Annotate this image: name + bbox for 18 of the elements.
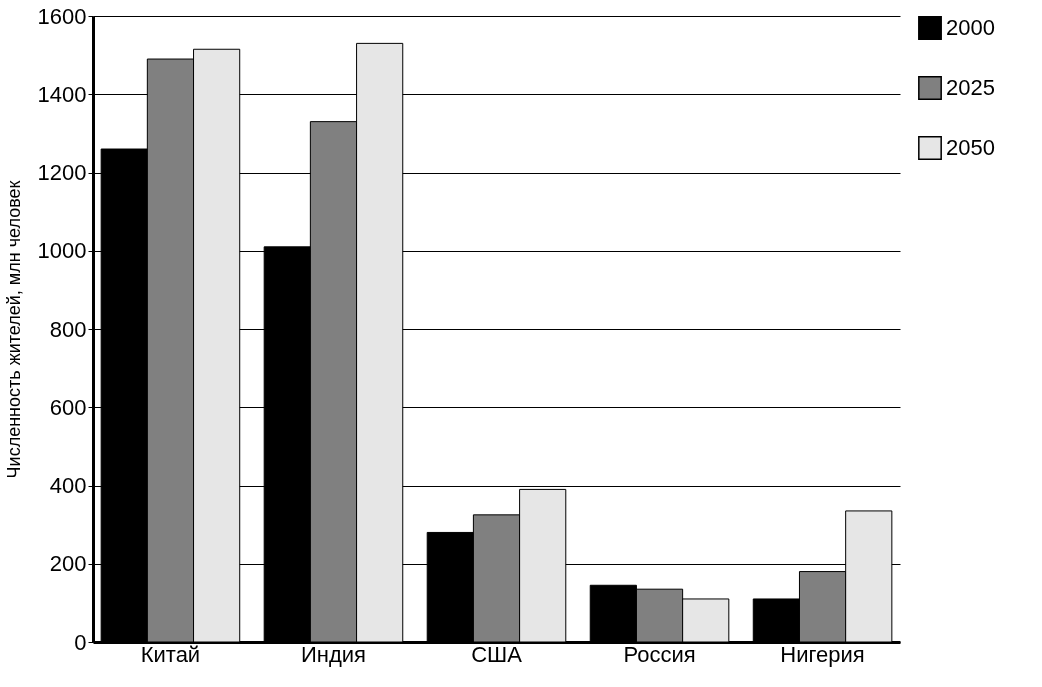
legend-label: 2025 [946, 75, 995, 100]
x-tick-label: Россия [623, 641, 696, 667]
legend-label: 2050 [946, 135, 995, 160]
y-tick-label: 1400 [37, 81, 87, 107]
x-tick-label: Нигерия [780, 641, 865, 667]
x-tick-label: США [471, 641, 523, 667]
y-tick-label: 800 [49, 316, 87, 342]
y-tick-label: 1000 [37, 238, 87, 264]
y-tick-label: 400 [49, 473, 87, 498]
x-tick-label: Индия [300, 641, 366, 667]
y-axis-title: Численность жителей, млн человек [3, 180, 24, 479]
y-tick-label: 0 [74, 629, 87, 655]
y-tick-label: 1600 [37, 3, 87, 29]
y-tick-label: 200 [49, 551, 87, 577]
x-tick-label: Китай [140, 641, 201, 667]
y-tick-label: 1200 [37, 160, 87, 185]
y-tick-label: 600 [49, 394, 87, 420]
legend-label: 2000 [946, 15, 995, 40]
